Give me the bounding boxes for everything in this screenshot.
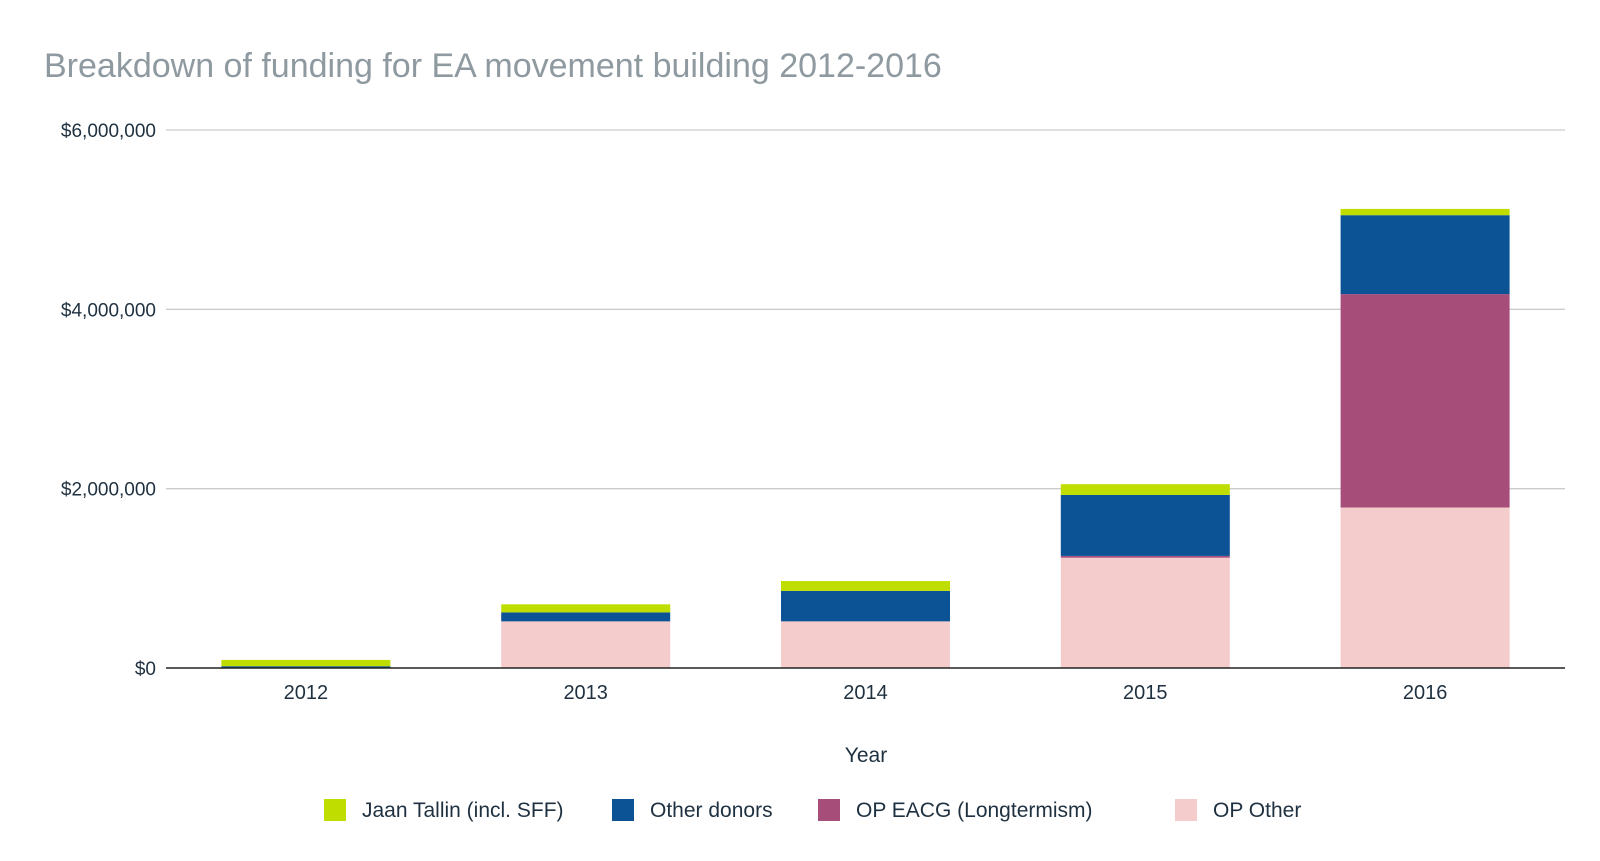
y-tick-label: $0 xyxy=(135,659,156,680)
bar-2016-op-other xyxy=(1340,507,1510,668)
legend-label: Other donors xyxy=(650,799,773,822)
legend-swatch xyxy=(1175,799,1197,821)
bar-2013-op-other xyxy=(501,621,671,668)
y-tick-label: $6,000,000 xyxy=(61,121,156,142)
x-tick-label: 2012 xyxy=(284,682,329,704)
bar-2016-other-donors xyxy=(1340,215,1510,295)
legend-label: Jaan Tallin (incl. SFF) xyxy=(362,799,564,822)
bar-2012-other-donors xyxy=(221,666,391,668)
legend-item: OP EACG (Longtermism) xyxy=(818,799,1093,822)
x-tick-label: 2015 xyxy=(1123,682,1168,704)
legend: Jaan Tallin (incl. SFF) Other donors OP EA… xyxy=(324,799,1301,822)
x-tick-label: 2014 xyxy=(843,682,888,704)
bar-2012-jaan-tallin-incl-sff xyxy=(221,659,391,667)
bar-2014-op-other xyxy=(781,621,950,668)
y-tick-label: $4,000,000 xyxy=(61,300,156,321)
bar-2013-jaan-tallin-incl-sff xyxy=(501,604,671,613)
bar-2015-op-eacg-longtermism xyxy=(1060,555,1230,558)
legend-swatch xyxy=(818,799,840,821)
bar-2016-jaan-tallin-incl-sff xyxy=(1340,208,1510,216)
bar-2014-other-donors xyxy=(781,590,950,622)
bars: 2012 2013 2014 2015 2016 xyxy=(221,208,1510,704)
bar-2015-jaan-tallin-incl-sff xyxy=(1060,484,1230,495)
legend-label: OP Other xyxy=(1213,799,1301,822)
y-tick-label: $2,000,000 xyxy=(61,480,156,501)
legend-swatch xyxy=(612,799,634,821)
x-axis-label: Year xyxy=(845,744,887,767)
gridlines: $0 $2,000,000 $4,000,000 $6,000,000 xyxy=(61,121,1565,680)
x-tick-label: 2016 xyxy=(1403,682,1448,704)
bar-2015-op-other xyxy=(1060,557,1230,668)
bar-2015-other-donors xyxy=(1060,494,1230,556)
legend-label: OP EACG (Longtermism) xyxy=(856,799,1093,822)
legend-item: Jaan Tallin (incl. SFF) xyxy=(324,799,564,822)
legend-swatch xyxy=(324,799,346,821)
bar-2016-op-eacg-longtermism xyxy=(1340,294,1510,508)
bar-2013-other-donors xyxy=(501,612,671,622)
legend-item: OP Other xyxy=(1175,799,1301,822)
legend-item: Other donors xyxy=(612,799,773,822)
x-tick-label: 2013 xyxy=(563,682,608,704)
chart-title: Breakdown of funding for EA movement bui… xyxy=(44,47,942,85)
bar-2014-jaan-tallin-incl-sff xyxy=(781,581,950,591)
